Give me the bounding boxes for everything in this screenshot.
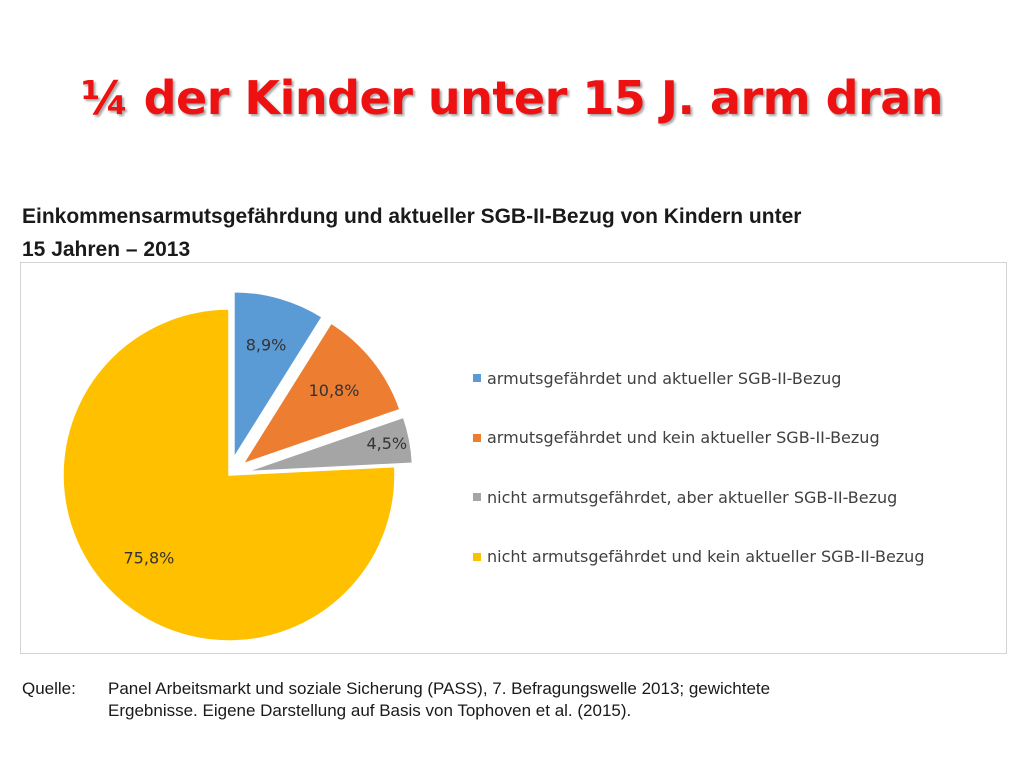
chart-title-line-2: 15 Jahren – 2013	[22, 238, 191, 261]
chart-frame: 8,9% 10,8% 4,5% 75,8% armutsgefährdet und a…	[20, 262, 1007, 654]
legend-item-1: armutsgefährdet und aktueller SGB-II-Bez…	[473, 363, 924, 393]
source-text-line-1: Panel Arbeitsmarkt und soziale Sicherung…	[108, 679, 771, 698]
pie-slice-3	[246, 416, 414, 473]
pie-data-label-4: 75,8%	[124, 549, 175, 568]
slide-title: ¼ der Kinder unter 15 J. arm dran	[80, 71, 944, 125]
legend-label-3: nicht armutsgefährdet, aber aktueller SG…	[487, 487, 898, 507]
chart-title-line-1: Einkommensarmutsgefährdung und aktueller…	[22, 205, 802, 228]
legend-item-4: nicht armutsgefährdet und kein aktueller…	[473, 542, 924, 572]
legend-item-2: armutsgefährdet und kein aktueller SGB-I…	[473, 423, 924, 453]
legend-swatch-1	[473, 374, 481, 382]
pie-slice-2	[241, 322, 401, 466]
legend-swatch-2	[473, 433, 481, 442]
pie-data-label-2: 10,8%	[309, 381, 360, 400]
legend-item-3: nicht armutsgefährdet, aber aktueller SG…	[473, 482, 924, 512]
legend-swatch-4	[473, 552, 481, 561]
pie-slice-1	[233, 290, 324, 461]
pie-chart: 8,9% 10,8% 4,5% 75,8%	[62, 290, 414, 642]
pie-data-label-1: 8,9%	[246, 336, 287, 355]
source-text: Panel Arbeitsmarkt und soziale Sicherung…	[108, 678, 1012, 722]
source-text-line-2: Ergebnisse. Eigene Darstellung auf Basis…	[108, 701, 632, 720]
legend-label-1: armutsgefährdet und aktueller SGB-II-Bez…	[487, 368, 842, 388]
chart-title: Einkommensarmutsgefährdung und aktueller…	[22, 200, 1002, 266]
legend-label-2: armutsgefährdet und kein aktueller SGB-I…	[487, 428, 880, 447]
pie-data-label-3: 4,5%	[366, 434, 407, 453]
source-label: Quelle:	[22, 679, 76, 698]
legend-label-4: nicht armutsgefährdet und kein aktueller…	[487, 547, 925, 566]
chart-legend: armutsgefährdet und aktueller SGB-II-Bez…	[473, 363, 924, 601]
source-note: Quelle: Panel Arbeitsmarkt und soziale S…	[22, 678, 1012, 722]
pie-slice-4	[62, 308, 396, 642]
legend-swatch-3	[473, 493, 481, 501]
